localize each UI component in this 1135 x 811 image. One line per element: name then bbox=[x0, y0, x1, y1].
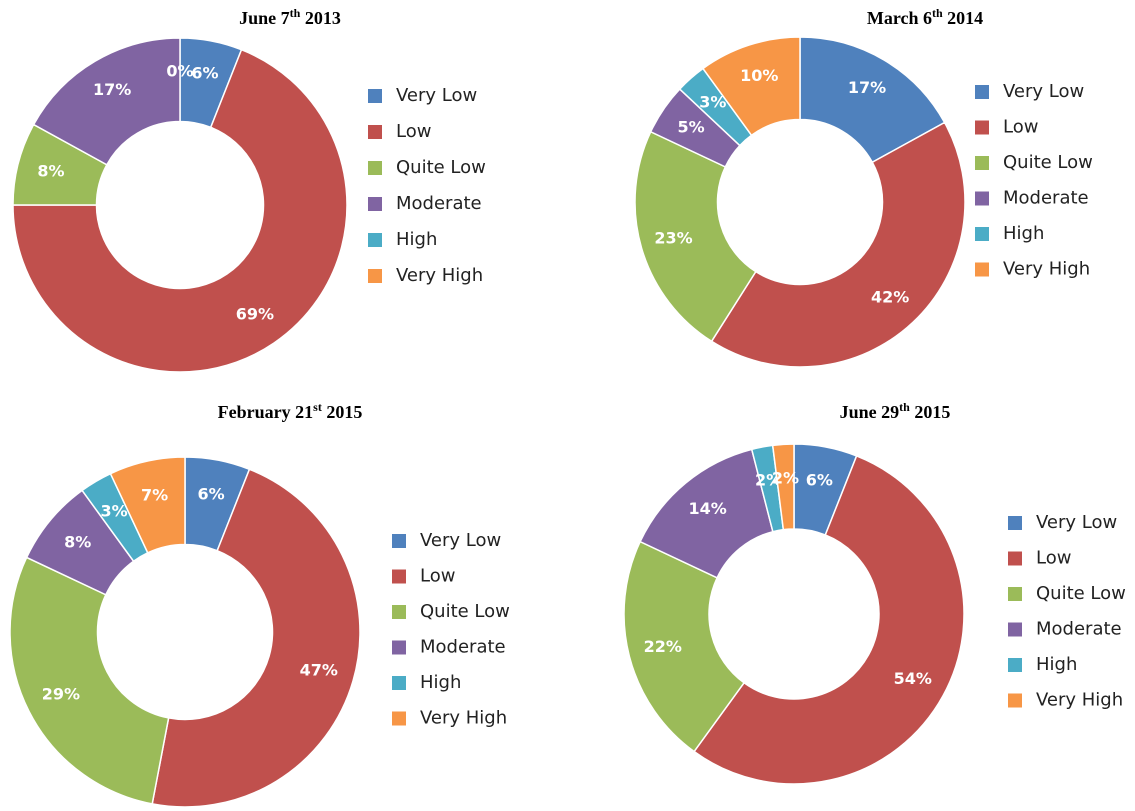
legend-swatch bbox=[1008, 516, 1022, 530]
legend-label: Quite Low bbox=[1003, 152, 1093, 173]
value-label: 6% bbox=[198, 485, 225, 504]
value-label: 6% bbox=[191, 64, 218, 83]
donut-segment bbox=[701, 36, 801, 137]
legend-label: High bbox=[396, 229, 437, 250]
value-label: 29% bbox=[42, 685, 80, 704]
legend-label: High bbox=[1036, 654, 1077, 675]
value-label: 3% bbox=[101, 502, 128, 521]
donut-segment bbox=[771, 443, 795, 531]
chart-title: June 7th 2013 bbox=[239, 6, 341, 28]
legend-swatch bbox=[368, 89, 382, 103]
legend-swatch bbox=[975, 156, 989, 170]
legend-swatch bbox=[368, 161, 382, 175]
legend-label: Quite Low bbox=[396, 157, 486, 178]
value-label: 42% bbox=[871, 288, 909, 307]
legend-swatch bbox=[392, 711, 406, 726]
donut-segment bbox=[623, 540, 746, 753]
legend-label: Very High bbox=[396, 265, 483, 286]
legend-swatch bbox=[368, 233, 382, 247]
legend-swatch bbox=[392, 605, 406, 619]
value-label: 8% bbox=[37, 161, 64, 180]
legend-swatch bbox=[975, 262, 989, 277]
value-label: 23% bbox=[654, 228, 692, 247]
donut-segment bbox=[634, 130, 757, 343]
value-label: 8% bbox=[64, 533, 91, 552]
legend-label: Moderate bbox=[1003, 188, 1089, 209]
legend-swatch bbox=[392, 569, 406, 584]
value-label: 7% bbox=[141, 486, 168, 505]
legend-label: Low bbox=[420, 566, 455, 587]
legend-swatch bbox=[975, 85, 989, 99]
legend-label: Quite Low bbox=[1036, 583, 1126, 604]
legend-swatch bbox=[392, 676, 406, 690]
legend-swatch bbox=[1008, 658, 1022, 672]
legend-label: Very High bbox=[1036, 690, 1123, 711]
chart-title: June 29th 2015 bbox=[840, 400, 951, 422]
value-label: 17% bbox=[93, 80, 131, 99]
donut-segment bbox=[109, 456, 186, 554]
donut-segment bbox=[32, 37, 181, 166]
legend-swatch bbox=[392, 534, 406, 548]
value-label: 17% bbox=[848, 78, 886, 97]
legend-swatch bbox=[1008, 551, 1022, 566]
value-label: 10% bbox=[740, 66, 778, 85]
legend-label: Very Low bbox=[420, 530, 501, 551]
value-label: 2% bbox=[755, 470, 782, 489]
value-label: 5% bbox=[677, 117, 704, 136]
legend-label: Moderate bbox=[1036, 619, 1122, 640]
value-label: 22% bbox=[644, 637, 682, 656]
donut-segment bbox=[12, 48, 348, 373]
donut-segment bbox=[9, 556, 170, 805]
legend-label: Very Low bbox=[1036, 512, 1117, 533]
donut-segment bbox=[710, 121, 966, 368]
legend-label: Low bbox=[1036, 548, 1071, 569]
legend-label: Low bbox=[396, 121, 431, 142]
legend-label: Very Low bbox=[1003, 81, 1084, 102]
legend-swatch bbox=[975, 120, 989, 135]
legend-swatch bbox=[975, 227, 989, 241]
legend-swatch bbox=[1008, 693, 1022, 708]
value-label: 14% bbox=[688, 499, 726, 518]
value-label: 54% bbox=[894, 669, 932, 688]
donut-segment bbox=[799, 36, 946, 164]
value-label: 2% bbox=[772, 468, 799, 487]
value-label: 3% bbox=[699, 93, 726, 112]
legend-label: High bbox=[420, 672, 461, 693]
value-label: 0% bbox=[166, 61, 193, 80]
legend-label: Low bbox=[1003, 117, 1038, 138]
legend-swatch bbox=[1008, 622, 1022, 637]
value-label: 47% bbox=[300, 660, 338, 679]
donut-segment bbox=[151, 468, 361, 808]
legend-label: Quite Low bbox=[420, 601, 510, 622]
legend-label: High bbox=[1003, 223, 1044, 244]
legend-swatch bbox=[368, 269, 382, 283]
legend-swatch bbox=[392, 640, 406, 655]
legend-label: Very High bbox=[1003, 259, 1090, 280]
legend-swatch bbox=[368, 197, 382, 211]
legend-label: Very Low bbox=[396, 85, 477, 106]
legend-label: Very High bbox=[420, 708, 507, 729]
value-label: 69% bbox=[236, 305, 274, 324]
chart-title: February 21st 2015 bbox=[218, 400, 363, 422]
legend-swatch bbox=[368, 125, 382, 139]
legend-swatch bbox=[1008, 587, 1022, 601]
legend-label: Moderate bbox=[420, 637, 506, 658]
value-label: 6% bbox=[806, 470, 833, 489]
legend-label: Moderate bbox=[396, 193, 482, 214]
legend-swatch bbox=[975, 191, 989, 206]
chart-title: March 6th 2014 bbox=[867, 6, 983, 28]
donut-segment bbox=[693, 454, 965, 785]
